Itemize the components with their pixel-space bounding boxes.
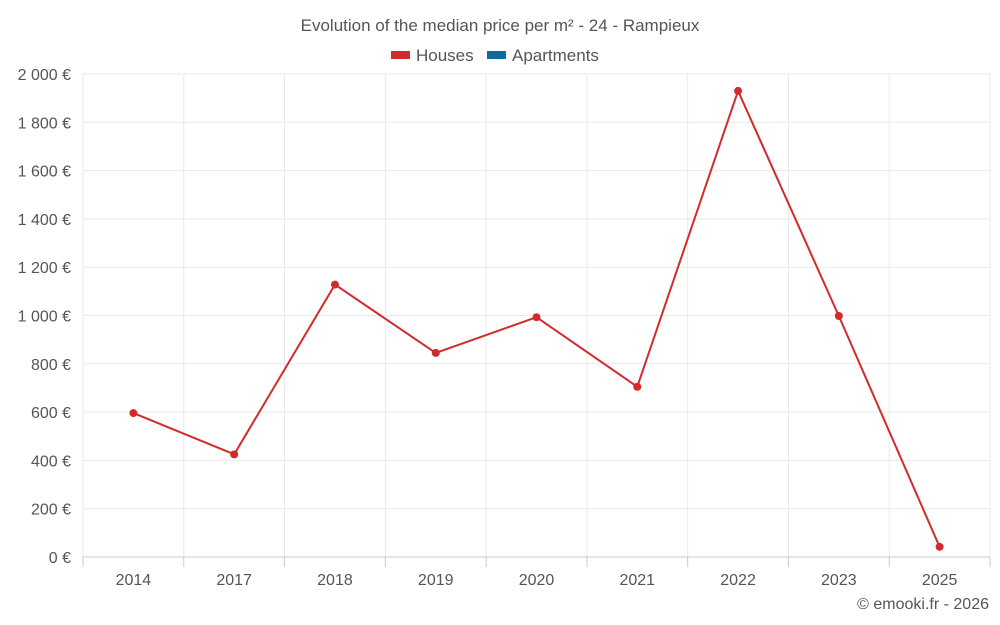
x-tick-label: 2017 xyxy=(216,572,252,589)
data-point-houses[interactable] xyxy=(633,382,642,391)
legend-item-houses[interactable]: Houses xyxy=(391,46,474,65)
x-tick-label: 2023 xyxy=(821,572,857,589)
y-tick-label: 1 600 € xyxy=(18,164,71,181)
chart-title: Evolution of the median price per m² - 2… xyxy=(301,16,700,35)
legend-swatch-apartments xyxy=(487,51,506,59)
data-point-houses[interactable] xyxy=(431,348,440,357)
y-tick-label: 200 € xyxy=(31,502,71,519)
x-tick-label: 2018 xyxy=(317,572,353,589)
x-tick-label: 2021 xyxy=(619,572,655,589)
legend-swatch-houses xyxy=(391,51,410,59)
data-point-houses[interactable] xyxy=(230,450,239,459)
x-tick-label: 2020 xyxy=(519,572,555,589)
data-point-houses[interactable] xyxy=(935,542,944,551)
legend-label-apartments: Apartments xyxy=(512,46,599,65)
legend: Houses Apartments xyxy=(391,46,599,65)
x-tick-label: 2014 xyxy=(116,572,152,589)
legend-label-houses: Houses xyxy=(416,46,474,65)
y-axis: 0 € 200 € 400 € 600 € 800 € 1 000 € 1 200 € 1 4… xyxy=(18,67,71,567)
data-point-houses[interactable] xyxy=(129,409,138,418)
x-axis: 2014 2017 2018 2019 2020 2021 2022 2023 2025 xyxy=(82,556,991,589)
y-tick-label: 1 400 € xyxy=(18,212,71,229)
y-tick-label: 1 000 € xyxy=(18,309,71,326)
y-tick-label: 800 € xyxy=(31,357,71,374)
x-tick-label: 2025 xyxy=(922,572,958,589)
x-tick-label: 2022 xyxy=(720,572,756,589)
y-tick-label: 600 € xyxy=(31,405,71,422)
data-point-houses[interactable] xyxy=(532,313,541,322)
credit-text: © emooki.fr - 2026 xyxy=(857,596,989,613)
data-point-houses[interactable] xyxy=(834,311,843,320)
data-point-houses[interactable] xyxy=(734,86,743,95)
legend-item-apartments[interactable]: Apartments xyxy=(487,46,599,65)
y-tick-label: 1 800 € xyxy=(18,115,71,132)
plot-area xyxy=(129,86,944,551)
data-point-houses[interactable] xyxy=(330,280,339,289)
y-tick-label: 1 200 € xyxy=(18,260,71,277)
y-tick-label: 0 € xyxy=(49,550,71,567)
y-tick-label: 400 € xyxy=(31,453,71,470)
y-tick-label: 2 000 € xyxy=(18,67,71,84)
x-tick-label: 2019 xyxy=(418,572,454,589)
